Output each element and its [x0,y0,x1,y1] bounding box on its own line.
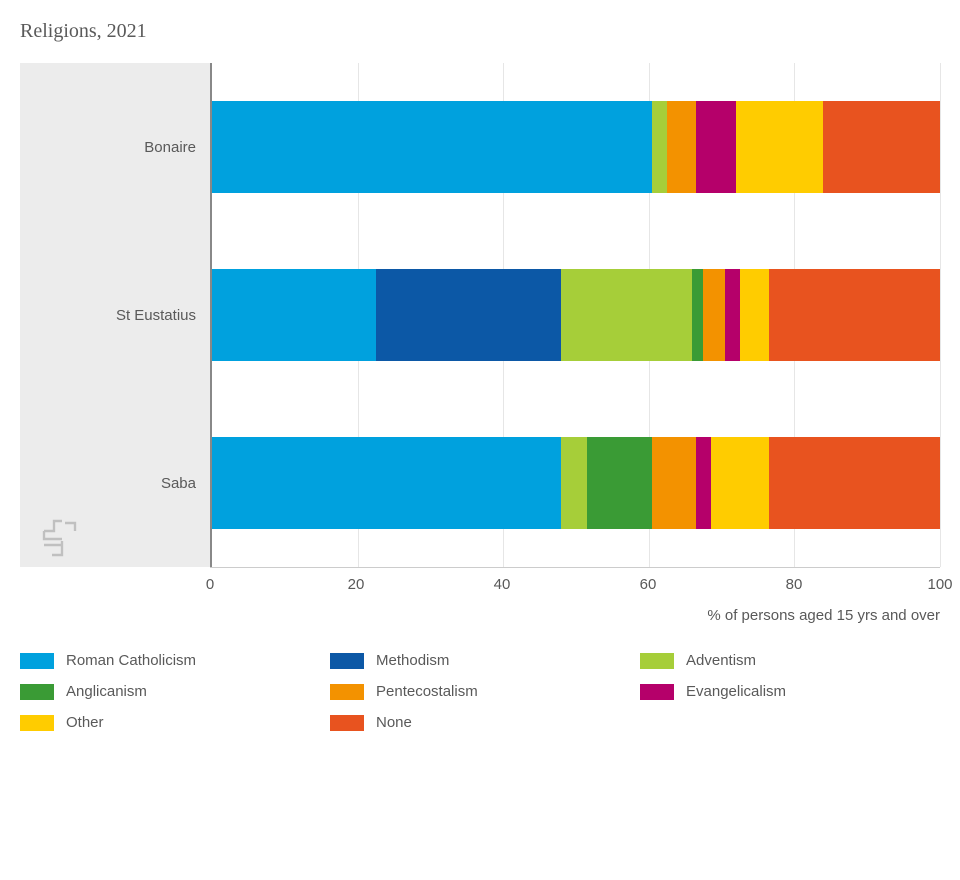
bar-row [212,63,940,231]
legend-item-pentecostalism: Pentecostalism [330,683,630,700]
legend-item-roman_catholicism: Roman Catholicism [20,652,320,669]
y-axis-labels: BonaireSt EustatiusSaba [20,63,210,567]
bar-stack [212,101,940,193]
legend-swatch [330,653,364,669]
legend-swatch [330,684,364,700]
bar-row [212,231,940,399]
legend-label: Adventism [686,652,756,669]
legend-label: Anglicanism [66,683,147,700]
bar-segment-evangelicalism [696,101,736,193]
bar-stack [212,269,940,361]
bar-segment-roman_catholicism [212,269,376,361]
bar-segment-pentecostalism [652,437,696,529]
religions-chart: Religions, 2021 BonaireSt EustatiusSaba … [20,20,940,731]
bar-segment-methodism [376,269,562,361]
y-label: Bonaire [20,63,210,231]
plot-area: BonaireSt EustatiusSaba [20,63,940,567]
chart-title: Religions, 2021 [20,20,940,43]
x-tick: 20 [348,576,365,593]
bar-segment-other [711,437,769,529]
legend-item-other: Other [20,714,320,731]
bar-segment-evangelicalism [696,437,711,529]
bar-row [212,399,940,567]
x-axis: 020406080100 [210,567,940,597]
bar-segment-anglicanism [692,269,703,361]
x-axis-label: % of persons aged 15 yrs and over [20,607,940,624]
bar-segment-none [823,101,939,193]
legend-label: None [376,714,412,731]
legend-swatch [20,715,54,731]
y-label: St Eustatius [20,231,210,399]
legend-swatch [20,684,54,700]
x-tick: 60 [640,576,657,593]
x-tick: 80 [786,576,803,593]
bar-segment-adventism [561,437,586,529]
legend-item-none: None [330,714,630,731]
gridline [940,63,941,567]
bar-segment-none [769,437,940,529]
legend-swatch [330,715,364,731]
x-tick: 40 [494,576,511,593]
x-tick: 0 [206,576,214,593]
legend-label: Roman Catholicism [66,652,196,669]
bar-segment-roman_catholicism [212,101,652,193]
legend: Roman Catholicism Methodism Adventism Angli… [20,652,940,731]
bar-segment-adventism [561,269,692,361]
legend-swatch [640,653,674,669]
bar-segment-pentecostalism [703,269,725,361]
bar-stack [212,437,940,529]
cbs-logo-icon [40,515,82,557]
bar-segment-roman_catholicism [212,437,561,529]
legend-label: Methodism [376,652,449,669]
bar-segment-evangelicalism [725,269,740,361]
bar-segment-none [769,269,940,361]
legend-item-adventism: Adventism [640,652,940,669]
bar-segment-anglicanism [587,437,653,529]
bar-segment-other [736,101,823,193]
bar-segment-pentecostalism [667,101,696,193]
legend-swatch [640,684,674,700]
legend-item-evangelicalism: Evangelicalism [640,683,940,700]
legend-item-anglicanism: Anglicanism [20,683,320,700]
bar-segment-other [740,269,769,361]
legend-label: Pentecostalism [376,683,478,700]
bar-rows [212,63,940,567]
legend-label: Evangelicalism [686,683,786,700]
legend-swatch [20,653,54,669]
bars-area [210,63,940,567]
legend-label: Other [66,714,104,731]
bar-segment-adventism [652,101,667,193]
legend-item-methodism: Methodism [330,652,630,669]
x-tick: 100 [927,576,952,593]
